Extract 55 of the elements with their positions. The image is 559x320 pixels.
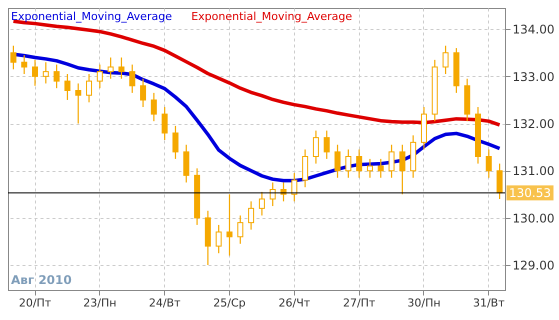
- candlestick: [162, 106, 168, 141]
- y-tick-label: 134.00: [512, 22, 554, 37]
- x-tick-label: 30/Пн: [407, 296, 441, 310]
- x-tick-label: 25/Ср: [213, 296, 246, 310]
- candlestick: [270, 182, 276, 207]
- candlestick: [75, 82, 82, 124]
- candlestick: [118, 56, 124, 80]
- candlestick: [108, 56, 114, 80]
- x-tick-label: 23/Пн: [83, 296, 116, 310]
- candlestick: [258, 191, 265, 216]
- candlestick: [140, 78, 146, 108]
- candlestick: [399, 144, 406, 195]
- ref-line-label: 130.53: [509, 186, 551, 200]
- candlestick: [334, 144, 341, 178]
- y-tick-label: 133.00: [512, 70, 554, 84]
- candlestick: [388, 144, 395, 178]
- candlestick: [378, 158, 384, 178]
- candlestick: [32, 59, 38, 86]
- candlestick: [216, 224, 222, 254]
- x-tick-label: 27/Пт: [342, 296, 376, 310]
- candlestick: [291, 172, 298, 202]
- candlestick: [226, 194, 232, 256]
- candlestick: [324, 130, 330, 160]
- y-tick-label: 129.00: [512, 258, 554, 273]
- candlestick: [183, 144, 190, 184]
- candlestick: [150, 92, 157, 122]
- candlestick: [356, 148, 362, 178]
- text: Exponential_Moving_Average: [11, 10, 172, 23]
- candlestick: [366, 158, 373, 178]
- y-tick-label: 131.00: [512, 164, 554, 178]
- candlestick: [442, 45, 449, 75]
- candlestick: [172, 125, 178, 160]
- x-tick-label: 20/Пт: [18, 296, 52, 310]
- candlestick: [42, 62, 49, 84]
- candlestick: [10, 45, 16, 70]
- candlestick: [64, 73, 70, 101]
- y-tick-label: 130.00: [512, 211, 554, 226]
- x-tick-label: 26/Чт: [278, 296, 311, 310]
- candlestick: [54, 64, 60, 89]
- candlestick: [345, 148, 352, 178]
- candlestick: [486, 148, 492, 178]
- candlestick: [237, 214, 244, 244]
- candlestick: [21, 54, 28, 75]
- x-tick-label: 31/Вт: [472, 296, 506, 310]
- candlestick: [496, 163, 503, 200]
- annotation: Авг 2010: [11, 273, 72, 287]
- candlestick: [96, 64, 103, 89]
- y-tick-label: 132.00: [512, 117, 554, 132]
- candlestick: [302, 148, 308, 188]
- text: Exponential_Moving_Average: [191, 10, 352, 23]
- candlestick: [86, 73, 92, 103]
- candlestick: [129, 64, 136, 94]
- candlestick: [312, 130, 319, 164]
- x-tick-label: 24/Вт: [148, 296, 182, 310]
- candlestick: [248, 200, 254, 230]
